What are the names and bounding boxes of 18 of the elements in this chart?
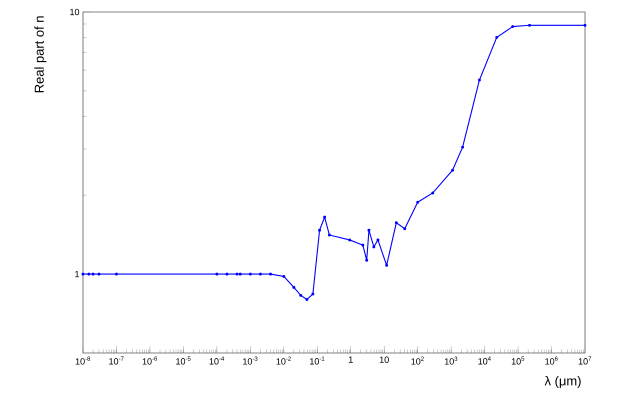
x-tick-label: 10$^{7}$ [578, 356, 592, 365]
x-tick-label: 10$^{-5}$ [176, 356, 191, 365]
x-tick-label: 10$^{-2}$ [276, 356, 291, 365]
x-tick-label: 10$^{-8}$ [76, 356, 90, 365]
x-tick-label: 10$^{-4}$ [210, 356, 224, 365]
y-axis-title: Real part of n [34, 16, 46, 92]
x-tick-label: 10$^{-7}$ [109, 356, 124, 365]
x-tick-label: 10$^{6}$ [545, 356, 558, 365]
x-tick-label: 10$^{2}$ [411, 356, 424, 365]
x-tick-label: 10 [380, 356, 389, 363]
x-tick-label: 1 [348, 356, 353, 363]
x-tick-label: 10$^{-3}$ [243, 356, 258, 365]
x-tick-label: 10$^{-1}$ [310, 356, 324, 365]
x-tick-label: 10$^{5}$ [512, 356, 524, 365]
x-tick-label: 10$^{3}$ [444, 356, 458, 365]
x-tick-label: 10$^{4}$ [478, 356, 491, 365]
x-axis-title: λ (μm) [544, 376, 581, 388]
x-tick-label: 10$^{-6}$ [142, 356, 158, 365]
